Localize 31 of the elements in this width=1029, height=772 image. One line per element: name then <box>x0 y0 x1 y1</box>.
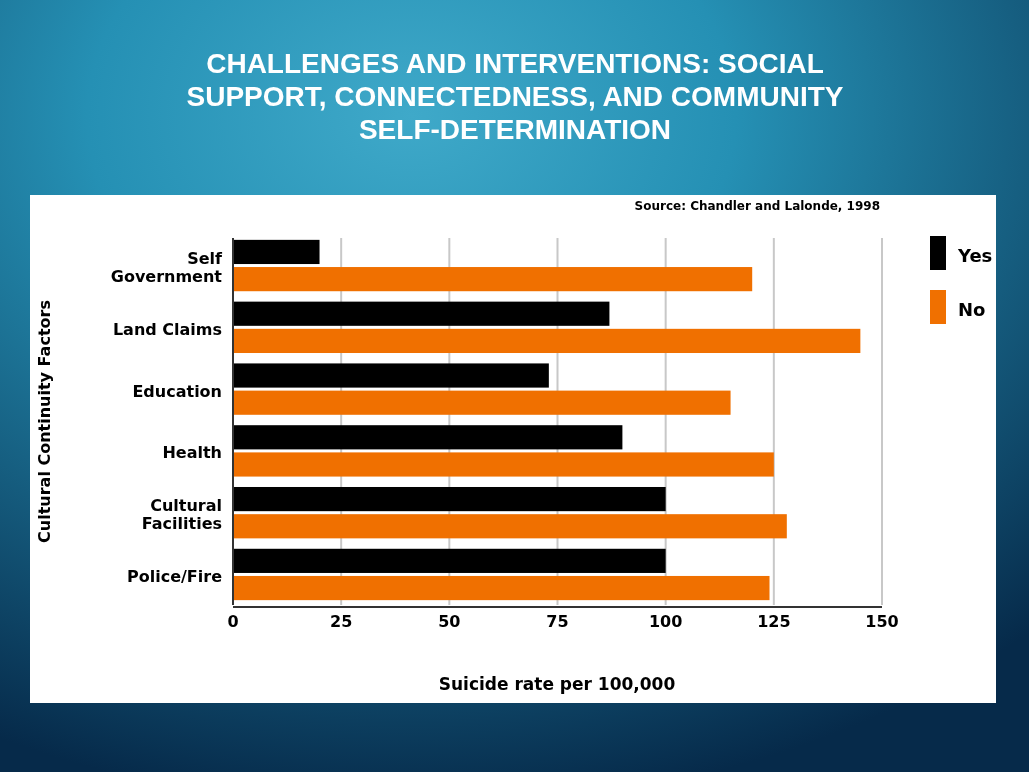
x-tick-label: 75 <box>546 612 569 631</box>
y-tick-label: Education <box>132 381 222 401</box>
legend-label: No <box>958 299 986 320</box>
bar <box>233 267 753 292</box>
bar <box>233 514 787 539</box>
bar <box>233 363 549 388</box>
bar <box>233 239 320 265</box>
x-tick-label: 100 <box>648 612 683 631</box>
bar <box>233 452 774 477</box>
bar <box>233 575 770 601</box>
y-tick-label: Self Government <box>110 249 224 287</box>
x-axis-title: Suicide rate per 100,000 <box>438 674 676 694</box>
bar <box>233 328 861 354</box>
x-tick-label: 0 <box>227 612 239 631</box>
y-tick-label: Police/Fire <box>126 566 223 586</box>
y-tick-label: Cultural Facilities <box>141 496 222 534</box>
x-tick-label: 50 <box>438 612 461 631</box>
x-tick-label: 150 <box>865 612 899 631</box>
source-note: Source: Chandler and Lalonde, 1998 <box>634 199 880 213</box>
bar <box>233 486 666 512</box>
bar <box>233 390 731 415</box>
y-tick-label: Land Claims <box>112 319 222 339</box>
chart-title: CHALLENGES AND INTERVENTIONS: SOCIAL SUPPORT, CONNECTEDNESS, AND COMMUNITY SELF-DETERMINATION <box>186 48 844 145</box>
y-tick-label: Health <box>162 443 222 463</box>
bar <box>233 301 610 326</box>
x-tick-label: 125 <box>757 612 791 631</box>
y-axis-title: Cultural Continuity Factors <box>35 300 54 543</box>
bar <box>233 425 623 450</box>
legend-label: Yes <box>957 245 993 266</box>
bar <box>233 548 666 573</box>
x-tick-label: 25 <box>330 612 353 631</box>
